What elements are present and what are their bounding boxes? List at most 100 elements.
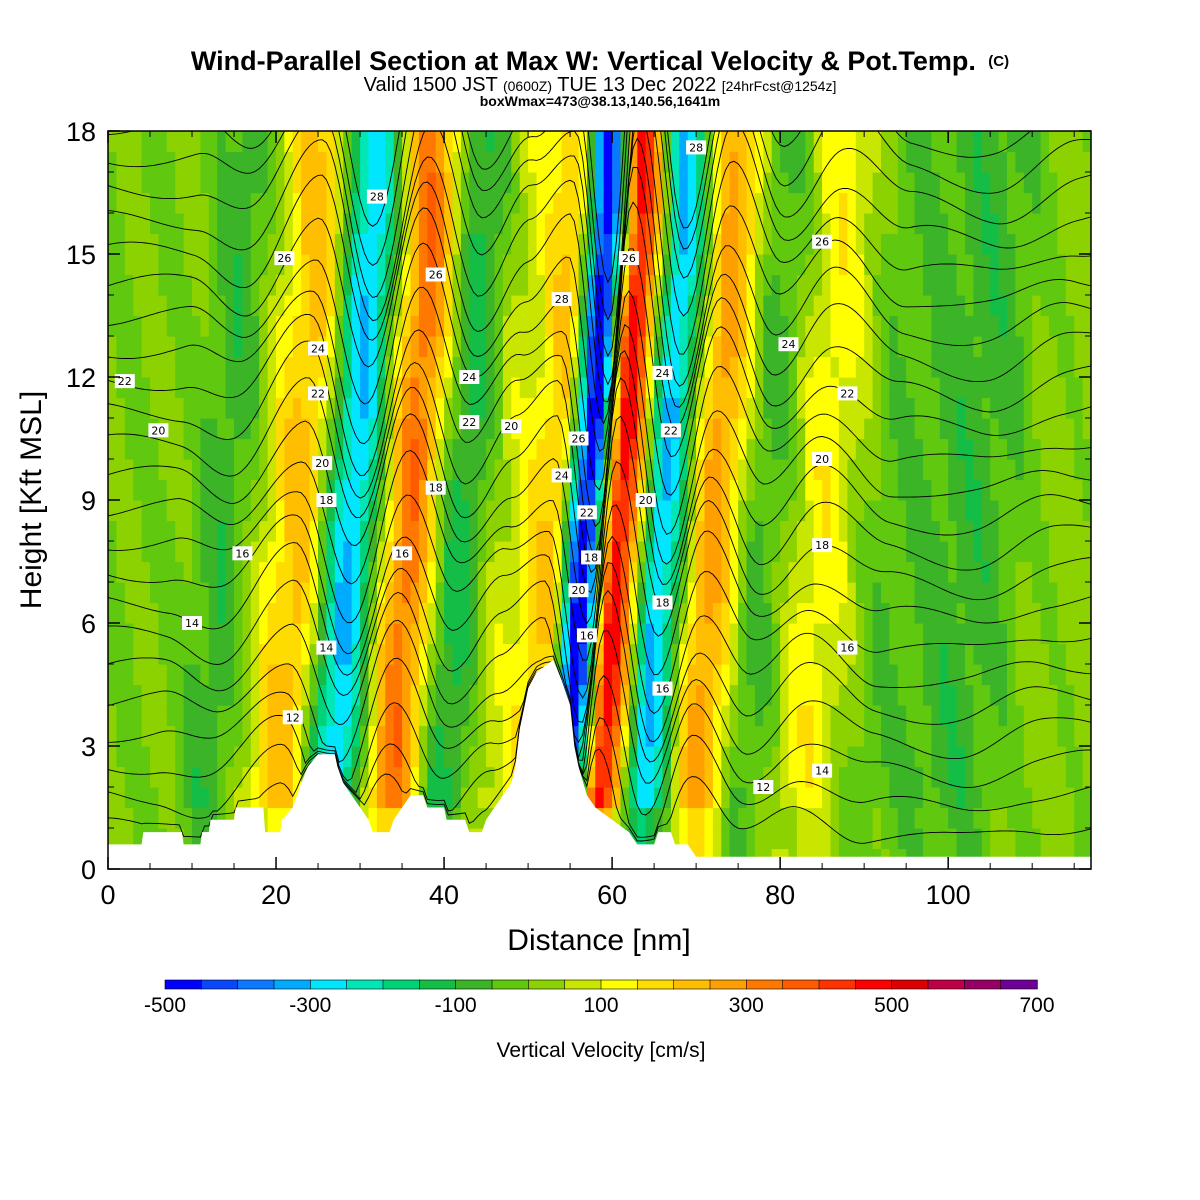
w-cell [754, 684, 764, 706]
w-cell [603, 602, 613, 624]
w-cell [166, 356, 176, 378]
w-cell [586, 787, 596, 809]
w-cell [1023, 192, 1033, 214]
w-cell [452, 561, 462, 583]
w-cell [780, 520, 790, 542]
w-cell [729, 418, 739, 440]
w-cell [872, 787, 882, 809]
w-cell [393, 705, 403, 727]
w-cell [746, 807, 756, 829]
w-cell [679, 213, 689, 235]
w-cell [284, 582, 294, 604]
w-cell [469, 520, 479, 542]
w-cell [150, 787, 159, 809]
w-cell [763, 397, 773, 419]
w-cell [906, 746, 916, 768]
w-cell [897, 664, 907, 686]
w-cell [704, 541, 714, 563]
w-cell [754, 418, 764, 440]
w-cell [1007, 541, 1016, 563]
w-cell [444, 746, 454, 768]
w-cell [889, 807, 899, 829]
w-cell [444, 623, 454, 645]
w-cell [192, 746, 201, 768]
w-cell [502, 705, 512, 727]
w-cell [225, 725, 235, 747]
w-cell [981, 438, 991, 460]
w-cell [385, 602, 395, 624]
w-cell [628, 356, 638, 378]
w-cell [796, 664, 806, 686]
w-cell [956, 192, 966, 214]
w-cell [1040, 787, 1050, 809]
w-cell [1040, 623, 1050, 645]
w-cell [1074, 131, 1084, 153]
w-cell [435, 233, 445, 255]
w-cell [796, 623, 806, 645]
w-cell [452, 520, 462, 542]
w-cell [973, 582, 983, 604]
w-cell [973, 725, 983, 747]
w-cell [166, 315, 176, 337]
w-cell [385, 787, 395, 809]
w-cell [855, 356, 865, 378]
w-cell [654, 541, 664, 563]
w-cell [973, 623, 983, 645]
w-cell [712, 459, 722, 481]
w-cell [965, 254, 974, 276]
x-tick-label: 0 [100, 880, 115, 910]
w-cell [133, 623, 143, 645]
w-cell [998, 479, 1008, 501]
w-cell [444, 807, 454, 829]
w-cell [217, 787, 227, 809]
w-cell [637, 213, 647, 235]
w-cell [712, 643, 722, 665]
w-cell [637, 807, 647, 829]
w-cell [1032, 664, 1042, 686]
w-cell [981, 602, 991, 624]
w-cell [385, 151, 395, 173]
w-cell [738, 233, 748, 255]
w-cell [343, 295, 353, 317]
w-cell [360, 315, 370, 337]
w-cell [864, 520, 874, 542]
w-cell [444, 787, 454, 809]
w-cell [1057, 377, 1067, 399]
w-cell [595, 438, 605, 460]
w-cell [343, 766, 353, 788]
w-cell [780, 377, 790, 399]
w-cell [838, 438, 848, 460]
contour-label: 14 [316, 640, 337, 655]
w-cell [973, 254, 983, 276]
w-cell [250, 623, 260, 645]
w-cell [771, 172, 781, 194]
contour-label: 14 [812, 763, 833, 778]
w-cell [418, 213, 428, 235]
w-cell [528, 377, 538, 399]
w-cell [192, 643, 201, 665]
w-cell [679, 725, 689, 747]
w-cell [889, 705, 899, 727]
w-cell [939, 828, 949, 850]
w-cell [1074, 807, 1084, 829]
w-cell [469, 684, 479, 706]
w-cell [603, 705, 613, 727]
colorbar-swatch [600, 979, 639, 990]
w-cell [544, 274, 554, 296]
w-cell [603, 377, 613, 399]
w-cell [729, 315, 739, 337]
w-cell [133, 541, 143, 563]
w-cell [334, 254, 344, 276]
w-cell [343, 336, 353, 358]
w-cell [805, 131, 815, 153]
w-cell [830, 418, 840, 440]
w-cell [544, 418, 554, 440]
w-cell [763, 172, 773, 194]
w-cell [704, 664, 714, 686]
w-cell [494, 541, 504, 563]
w-cell [402, 705, 412, 727]
w-cell [250, 561, 260, 583]
w-cell [452, 582, 462, 604]
w-cell [1015, 561, 1025, 583]
w-cell [637, 131, 647, 153]
